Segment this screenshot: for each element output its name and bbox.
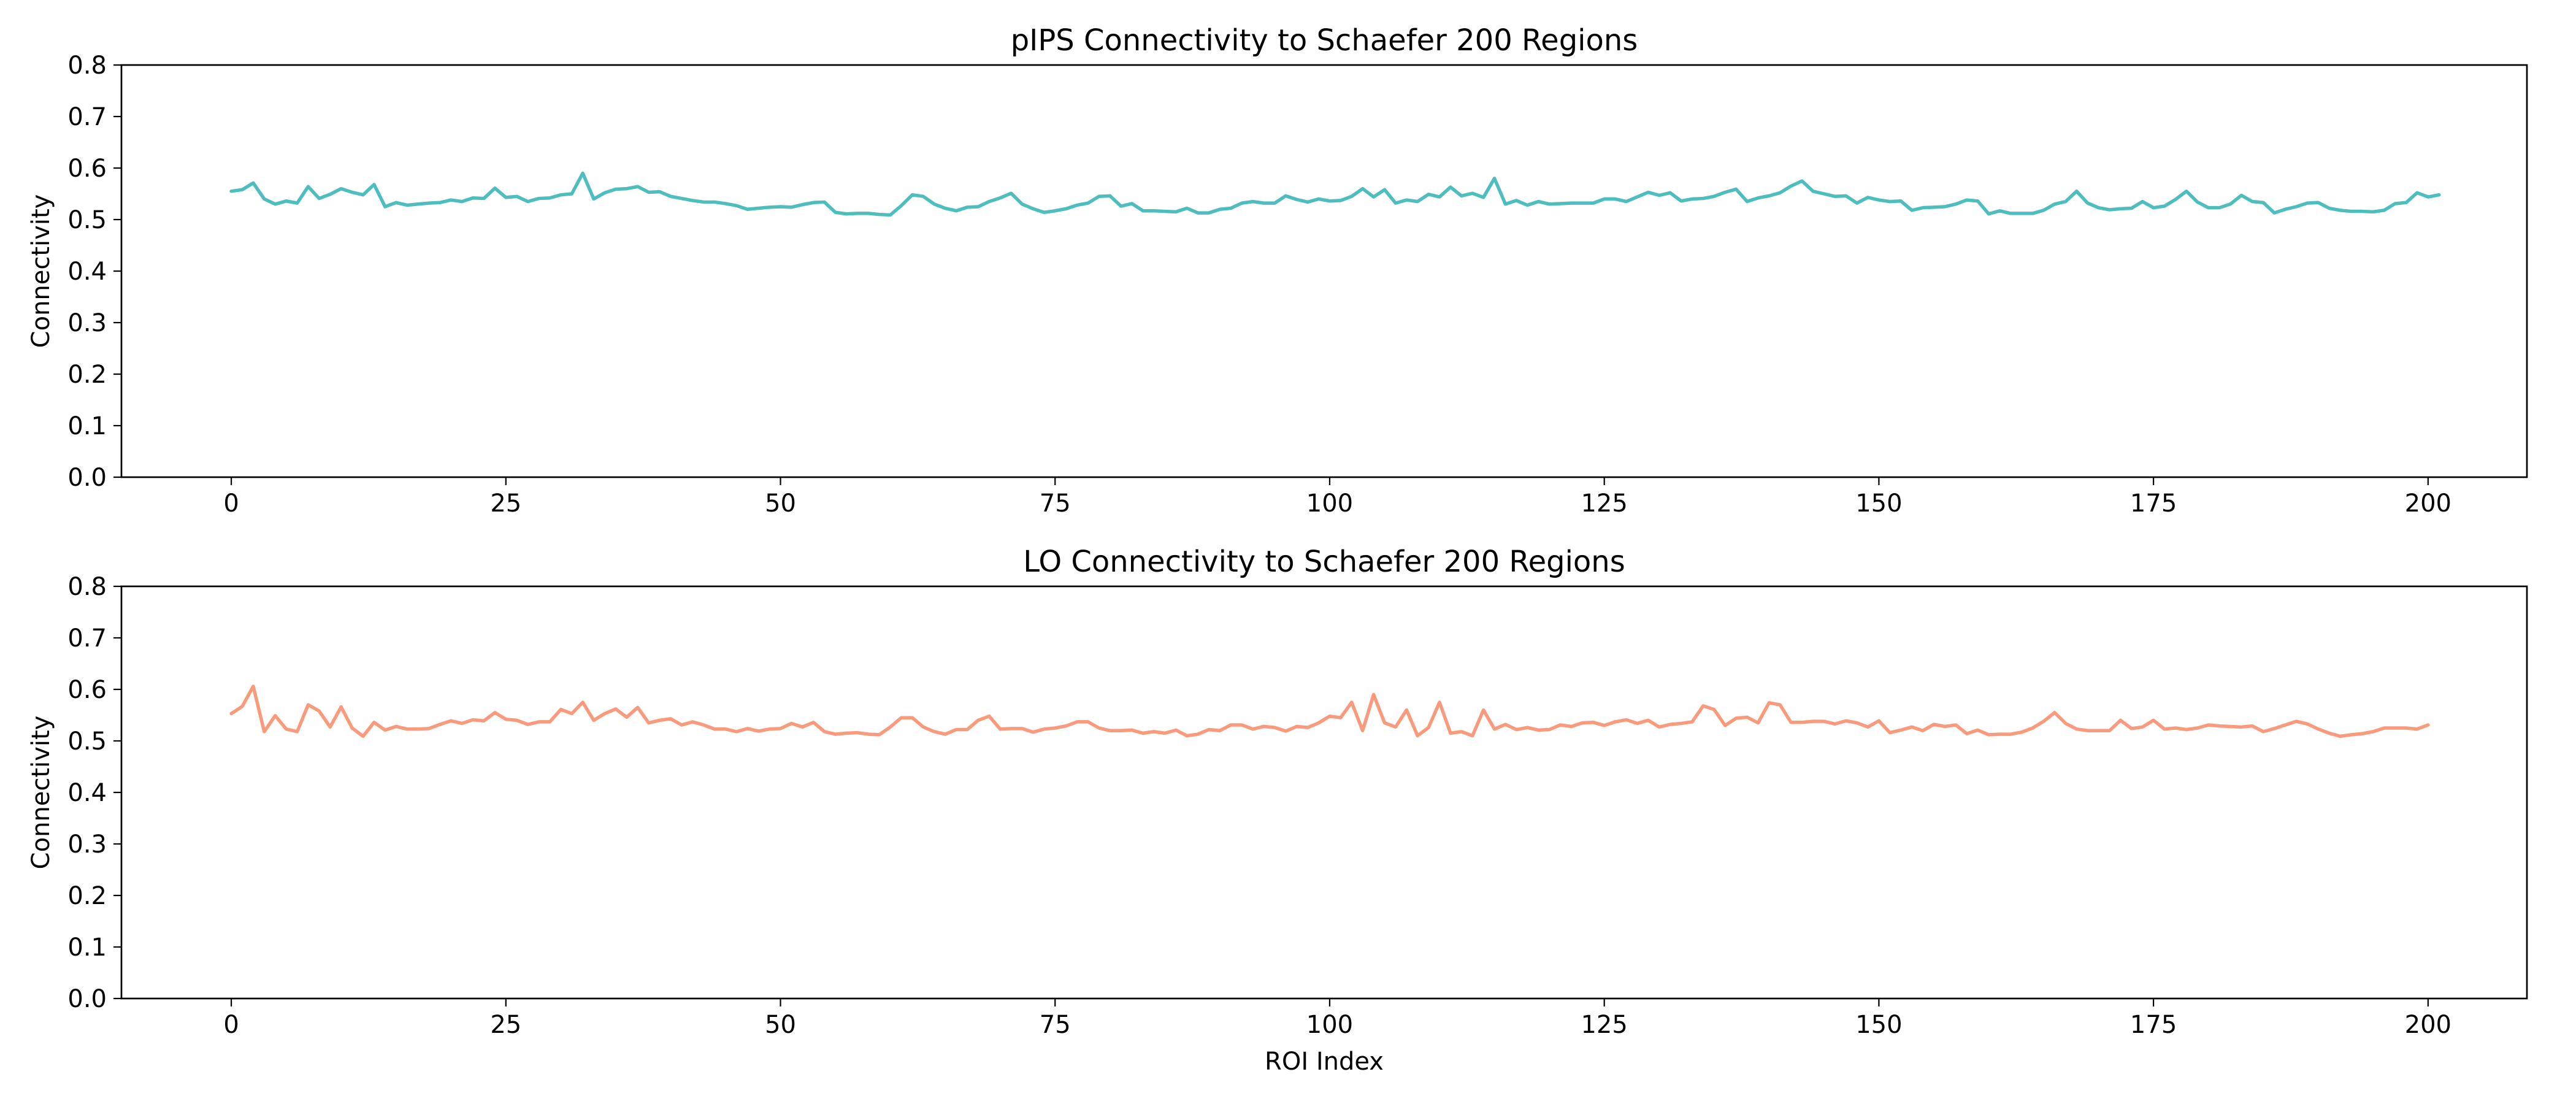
x-tick-label: 100	[1306, 1011, 1353, 1039]
y-tick-label: 0.7	[67, 103, 107, 131]
x-tick-label: 100	[1306, 489, 1353, 518]
x-tick-label: 75	[1040, 489, 1071, 518]
y-tick-label: 0.8	[67, 52, 107, 80]
chart-title: pIPS Connectivity to Schaefer 200 Region…	[1011, 23, 1638, 58]
series-line	[229, 171, 2441, 217]
y-tick-label: 0.5	[67, 206, 107, 234]
y-tick-label: 0.3	[67, 830, 107, 859]
y-tick-label: 0.2	[67, 882, 107, 910]
x-tick-label: 175	[2130, 1011, 2177, 1039]
x-tick-label: 150	[1855, 489, 1902, 518]
y-tick-label: 0.1	[67, 412, 107, 440]
y-tick-label: 0.8	[67, 573, 107, 601]
y-tick-label: 0.2	[67, 361, 107, 389]
x-axis-label: ROI Index	[1265, 1048, 1384, 1076]
x-tick-label: 0	[223, 489, 239, 518]
x-tick-label: 50	[765, 1011, 796, 1039]
x-tick-label: 125	[1581, 1011, 1627, 1039]
y-tick-label: 0.3	[67, 309, 107, 337]
x-tick-label: 50	[765, 489, 796, 518]
x-tick-label: 25	[490, 1011, 521, 1039]
x-tick-label: 200	[2405, 1011, 2451, 1039]
panel-pips: pIPS Connectivity to Schaefer 200 Region…	[27, 23, 2528, 518]
chart-title: LO Connectivity to Schaefer 200 Regions	[1023, 545, 1625, 579]
y-tick-label: 0.0	[67, 464, 107, 492]
axes-frame	[120, 64, 2528, 478]
x-tick-label: 200	[2405, 489, 2451, 518]
y-tick-label: 0.6	[67, 676, 107, 704]
y-tick-label: 0.4	[67, 779, 107, 807]
x-tick-label: 150	[1855, 1011, 1902, 1039]
y-axis-label: Connectivity	[27, 716, 55, 870]
y-tick-label: 0.5	[67, 727, 107, 756]
x-tick-label: 25	[490, 489, 521, 518]
panel-lo: LO Connectivity to Schaefer 200 Regions 0…	[27, 545, 2528, 1076]
y-tick-label: 0.6	[67, 155, 107, 183]
y-tick-label: 0.0	[67, 985, 107, 1013]
x-tick-label: 75	[1040, 1011, 1071, 1039]
x-tick-label: 0	[223, 1011, 239, 1039]
y-tick-label: 0.1	[67, 933, 107, 962]
axes-frame	[120, 585, 2528, 1000]
y-tick-label: 0.4	[67, 258, 107, 286]
y-axis-label: Connectivity	[27, 194, 55, 348]
x-tick-label: 125	[1581, 489, 1627, 518]
x-tick-label: 175	[2130, 489, 2177, 518]
series-line	[229, 684, 2430, 738]
y-tick-label: 0.7	[67, 624, 107, 653]
